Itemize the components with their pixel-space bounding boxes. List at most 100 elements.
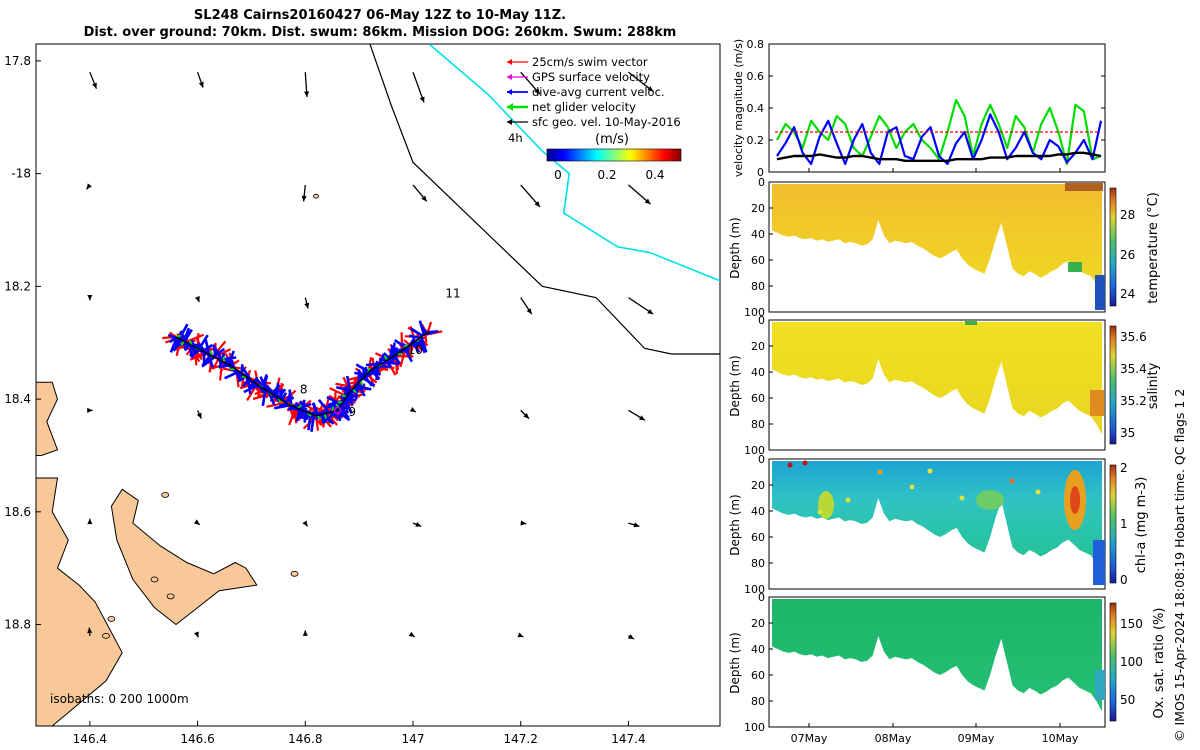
salinity-depth-label: 100 [744, 444, 765, 457]
current-vector [363, 375, 374, 387]
vel-y-tick-label: 0 [757, 166, 764, 179]
geo-vector-head [534, 88, 540, 95]
current-vector [259, 376, 269, 392]
swim-vector [426, 321, 433, 333]
day-label: 10 [408, 343, 423, 357]
temperature-depth-label: 60 [751, 254, 765, 267]
chla-ylabel: Depth (m) [728, 494, 742, 555]
geo-vector-head [408, 631, 415, 637]
date-tick-09may: 09May [958, 732, 995, 745]
geo-vector-head [520, 520, 527, 526]
net-vector [323, 413, 328, 419]
x-tick-label: 147.2 [504, 732, 538, 746]
current-vector [295, 408, 302, 422]
cyan-track-line [428, 44, 720, 282]
oxygen-colorbar [1109, 602, 1117, 722]
x-tick-label: 146.4 [73, 732, 107, 746]
chla-sample-dot [817, 509, 823, 515]
oxygen-colorbar-label: Ox. sat. ratio (%) [1152, 608, 1167, 719]
geo-vector-head [193, 631, 199, 638]
current-vector [344, 397, 349, 414]
oxygen-field [772, 599, 1102, 712]
x-tick-label: 146.8 [288, 732, 322, 746]
oxygen-cbar-tick-1: 100 [1120, 655, 1143, 669]
salinity-ylabel: Depth (m) [728, 355, 742, 416]
geo-vector-head [87, 294, 93, 301]
current-vector [183, 343, 191, 352]
glider-vector-swath [162, 320, 443, 432]
islet-5 [290, 570, 299, 577]
vel-y-tick-label: 0.8 [747, 38, 765, 51]
salinity-colorbar [1109, 325, 1117, 445]
salinity-feature-1 [965, 321, 977, 325]
chla-sample-dot [927, 468, 933, 474]
current-vector [341, 402, 346, 414]
chla-sample-dot [959, 495, 965, 501]
islet-4 [107, 616, 116, 622]
geo-vector-head [633, 522, 640, 528]
vel-y-tick-label: 0.4 [747, 102, 765, 115]
velocity-ylabel: velocity magnitude (m/s) [732, 39, 745, 177]
oxygen-ylabel: Depth (m) [728, 632, 742, 693]
chla-depth-label: 0 [758, 453, 765, 466]
chla-cbar-tick-1: 1 [1120, 517, 1128, 531]
current-vector [240, 366, 252, 381]
map-title-line-1: SL248 Cairns20160427 06-May 12Z to 10-Ma… [193, 8, 567, 23]
land-polygon-2 [110, 488, 258, 626]
geo-vector-head [86, 183, 92, 190]
colorbar-tick-0: 0 [554, 168, 562, 182]
legend-label-current: dive-avg current veloc. [532, 85, 665, 99]
legend-label-net: net glider velocity [532, 100, 636, 114]
geo-vector-head [526, 308, 532, 315]
geo-vector-head [302, 520, 308, 527]
day-label: 8 [300, 382, 308, 396]
chla-depth-label: 80 [751, 557, 765, 570]
y-tick-label: 18.2 [4, 279, 31, 293]
current-vector [299, 409, 304, 416]
current-vector [411, 342, 421, 353]
chla-sample-dot [1009, 478, 1015, 484]
salinity-labels: Depth (m) salinity 35 35.2 35.4 35.6 [728, 330, 1161, 440]
geo-vector-head [304, 302, 310, 309]
date-tick-07may: 07May [791, 732, 828, 745]
geo-vector-head [193, 519, 200, 525]
current-vector [378, 358, 388, 362]
geo-vector-head [638, 415, 645, 421]
chla-feature-4 [1093, 540, 1105, 585]
chla-sample-dot [845, 497, 851, 503]
current-vector [391, 342, 396, 357]
geo-vector-head [647, 86, 654, 92]
profile-panels: 0204060801000204060801000204060801000204… [744, 168, 1117, 734]
salinity-feature-0 [1090, 390, 1104, 416]
net-vector [297, 404, 303, 410]
current-vector [339, 394, 346, 401]
y-tick-label: 18.8 [4, 618, 31, 632]
current-vector [172, 339, 183, 352]
land-polygon-1 [36, 477, 123, 726]
temperature-depth-label: 40 [751, 228, 765, 241]
swim-vector [266, 401, 287, 408]
salinity-depth-label: 60 [751, 392, 765, 405]
chla-sample-dot [877, 469, 883, 475]
oxygen-depth-label: 20 [751, 617, 765, 630]
geo-vector-head [87, 518, 93, 525]
land-polygon-0 [36, 381, 59, 456]
salinity-depth-label: 80 [751, 418, 765, 431]
current-vector [375, 365, 380, 381]
map-axes: 146.4 146.6 146.8 147 147.2 147.4 17.8 -18 18.2 1… [4, 54, 645, 746]
colorbar-tick-1: 0.2 [597, 168, 616, 182]
current-vector [190, 348, 201, 358]
geo-vector-head [627, 634, 634, 640]
reef-islet [313, 193, 319, 199]
temperature-colorbar [1109, 187, 1117, 307]
swim-vector [424, 334, 428, 343]
current-vector [273, 403, 291, 410]
credit-text: © IMOS 15-Apr-2024 18:08:19 Hobart time.… [1172, 388, 1187, 742]
velocity-panel: velocity magnitude (m/s) 0 0.2 0.4 0.6 0.8 [732, 38, 1106, 179]
legend-label-geo: sfc geo. vel. 10-May-2016 [532, 115, 681, 129]
vel-series-2 [776, 151, 1102, 163]
geo-vector-head [92, 82, 97, 89]
islet-3 [102, 632, 110, 639]
chla-depth-label: 100 [744, 583, 765, 596]
current-vector [294, 401, 299, 408]
